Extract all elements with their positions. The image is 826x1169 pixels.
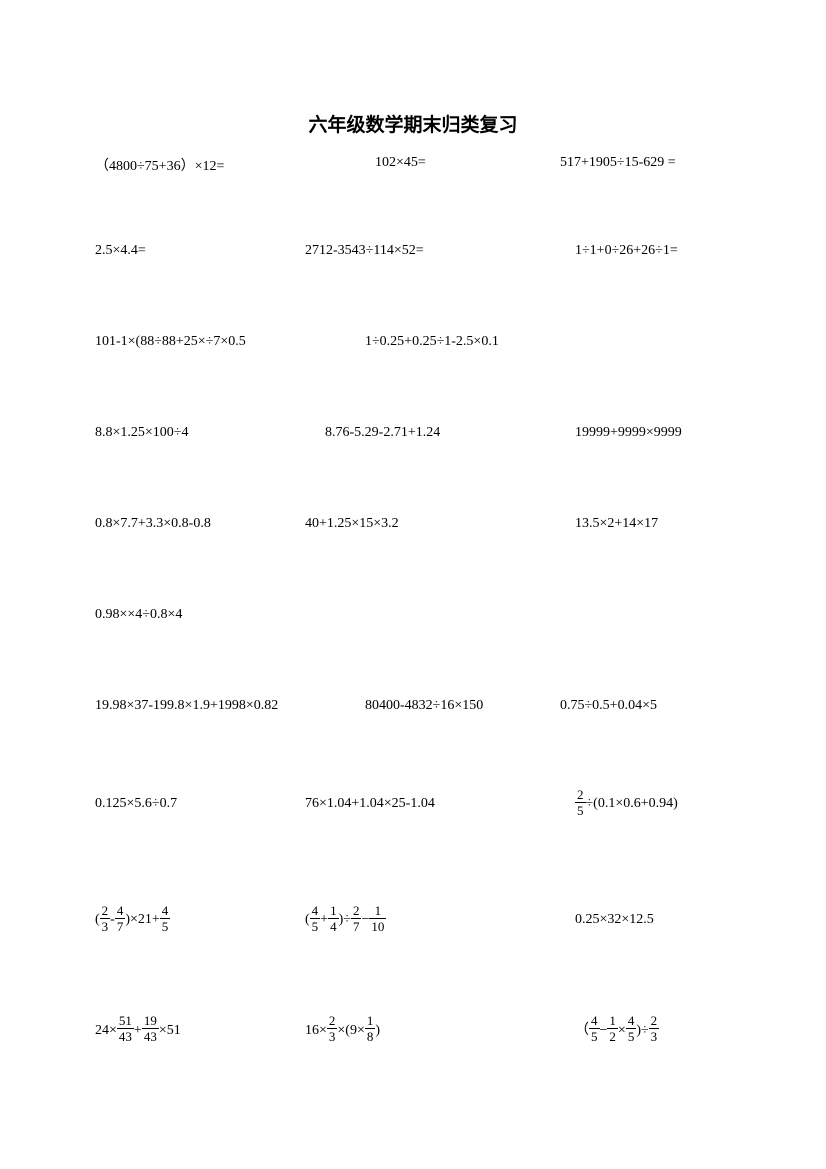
math-problem: 76×1.04+1.04×25-1.04 [305, 789, 575, 820]
math-problem: 0.75÷0.5+0.04×5 [560, 698, 731, 714]
math-problem: 0.8×7.7+3.3×0.8-0.8 [95, 516, 305, 532]
problem-row: （4800÷75+36）×12= 102×45= 517+1905÷15-629… [95, 155, 731, 175]
math-problem: 101-1×(88÷88+25×÷7×0.5 [95, 334, 345, 350]
math-problem: 0.125×5.6÷0.7 [95, 789, 305, 820]
math-problem: 24× 5143 + 1943 ×51 [95, 1016, 305, 1047]
problem-row: 0.8×7.7+3.3×0.8-0.8 40+1.25×15×3.2 13.5×… [95, 516, 731, 532]
math-problem: 8.76-5.29-2.71+1.24 [305, 425, 575, 441]
math-problem [560, 334, 731, 350]
math-problem: 102×45= [345, 155, 560, 175]
math-problem: 0.25×32×12.5 [575, 905, 731, 936]
math-problem: 16× 23 ×(9× 18 ) [305, 1016, 575, 1047]
math-problem: ( 45 + 14 )÷ 27 − 110 [305, 905, 575, 936]
math-problem: 80400-4832÷16×150 [365, 698, 560, 714]
math-problem: （ 45 − 12 × 45 )÷ 23 [575, 1016, 731, 1047]
math-problem: ( 23 - 47 )×21+ 45 [95, 905, 305, 936]
problem-row: 101-1×(88÷88+25×÷7×0.5 1÷0.25+0.25÷1-2.5… [95, 334, 731, 350]
math-problem: 19.98×37-199.8×1.9+1998×0.82 [95, 698, 365, 714]
problem-row: 2.5×4.4= 2712-3543÷114×52= 1÷1+0÷26+26÷1… [95, 243, 731, 259]
problem-row: 0.98××4÷0.8×4 [95, 607, 731, 623]
math-problem: 19999+9999×9999 [575, 425, 731, 441]
problem-row: 8.8×1.25×100÷4 8.76-5.29-2.71+1.24 19999… [95, 425, 731, 441]
problem-row: 24× 5143 + 1943 ×51 16× 23 ×(9× 18 ) （ 4… [95, 1016, 731, 1047]
math-problem: 2.5×4.4= [95, 243, 305, 259]
problem-row: 19.98×37-199.8×1.9+1998×0.82 80400-4832÷… [95, 698, 731, 714]
math-problem: 1÷0.25+0.25÷1-2.5×0.1 [345, 334, 560, 350]
math-problem: 13.5×2+14×17 [575, 516, 731, 532]
math-problem: 2712-3543÷114×52= [305, 243, 575, 259]
math-problem: 0.98××4÷0.8×4 [95, 607, 345, 623]
math-problem: （4800÷75+36）×12= [95, 155, 345, 175]
math-problem [560, 607, 731, 623]
math-problem: 517+1905÷15-629 = [560, 155, 731, 175]
math-problem: 25 ÷(0.1×0.6+0.94) [575, 789, 731, 820]
math-problem: 8.8×1.25×100÷4 [95, 425, 305, 441]
problem-row: 0.125×5.6÷0.7 76×1.04+1.04×25-1.04 25 ÷(… [95, 789, 731, 820]
math-problem: 1÷1+0÷26+26÷1= [575, 243, 731, 259]
math-problem: 40+1.25×15×3.2 [305, 516, 575, 532]
problem-row: ( 23 - 47 )×21+ 45 ( 45 + 14 )÷ 27 − 110… [95, 905, 731, 936]
page-title: 六年级数学期末归类复习 [95, 110, 731, 137]
math-problem [345, 607, 560, 623]
